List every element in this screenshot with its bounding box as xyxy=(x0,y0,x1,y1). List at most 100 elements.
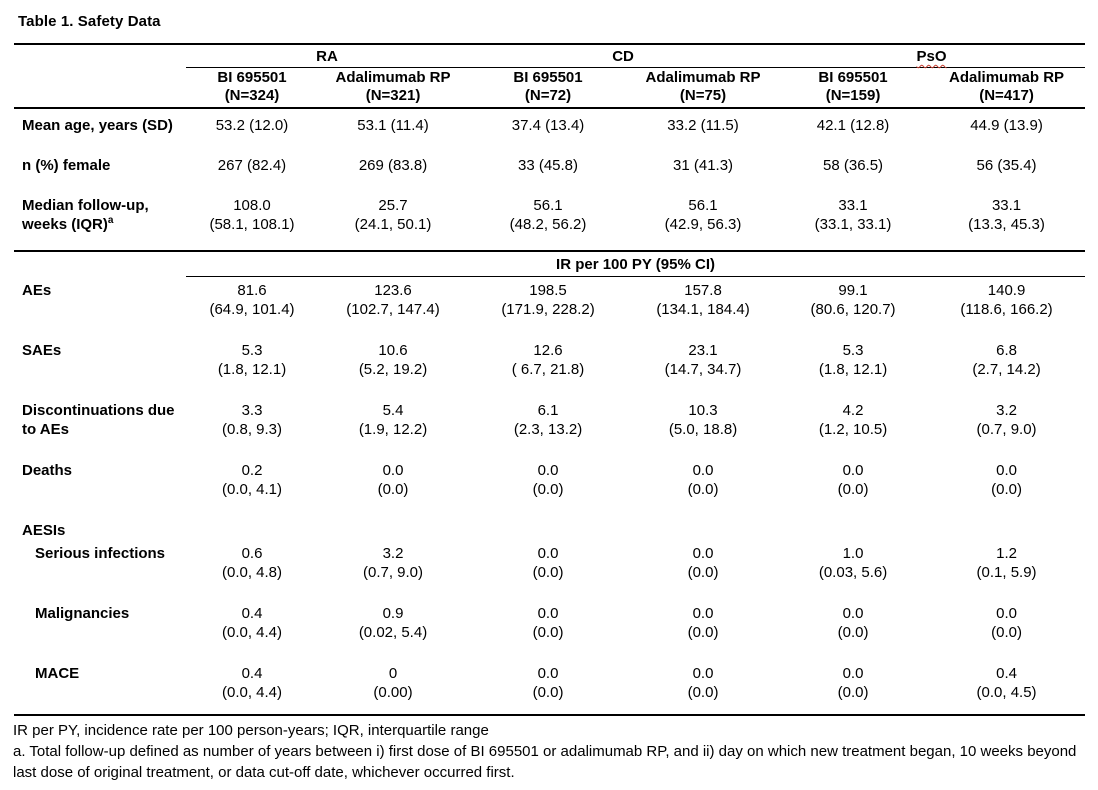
point-estimate: 44.9 (13.9) xyxy=(970,117,1043,134)
sample-size: (N=324) xyxy=(224,87,280,104)
value-cell: 123.6 (102.7, 147.4) xyxy=(318,277,468,338)
confidence-interval: (33.1, 33.1) xyxy=(814,216,892,233)
section-header: IR per 100 PY (95% CI) xyxy=(186,250,1086,277)
point-estimate: 99.1 xyxy=(838,282,868,299)
point-estimate: 33.2 (11.5) xyxy=(667,117,739,134)
point-estimate: 123.6 xyxy=(374,282,412,299)
point-estimate: 140.9 xyxy=(987,282,1026,299)
confidence-interval: (58.1, 108.1) xyxy=(209,216,295,233)
confidence-interval: (1.8, 12.1) xyxy=(818,361,888,378)
confidence-interval: (0.0) xyxy=(837,481,869,498)
group-label-ra: RA xyxy=(316,48,338,65)
confidence-interval: (0.0) xyxy=(837,624,869,641)
point-estimate: 0.6 xyxy=(241,545,263,562)
group-header-ra: RA xyxy=(186,43,469,68)
table-row-saes: SAEs 5.3 (1.8, 12.1) 10.6 (5.2, 19.2) 12.6 ( 6… xyxy=(14,337,1085,397)
table-title: Table 1. Safety Data xyxy=(18,13,161,30)
value-cell: 0.2 (0.0, 4.1) xyxy=(186,457,318,517)
point-estimate: 53.2 (12.0) xyxy=(215,117,289,134)
value-cell: 3.3 (0.8, 9.3) xyxy=(186,397,318,457)
point-estimate: 5.3 xyxy=(842,342,864,359)
column-header-ra-rp: Adalimumab RP (N=321) xyxy=(318,67,469,109)
row-label: n (%) female xyxy=(14,149,186,189)
row-label-text: AESIs xyxy=(22,522,66,539)
confidence-interval: (0.0) xyxy=(687,624,719,641)
value-cell: 0.4 (0.0, 4.5) xyxy=(928,660,1086,716)
group-header-pso: PsO xyxy=(778,43,1086,68)
corner-cell xyxy=(14,250,186,277)
point-estimate: 269 (83.8) xyxy=(358,157,428,174)
point-estimate: 3.2 xyxy=(382,545,404,562)
table-row-median-follow-up-weeks-iqr: Median follow-up, weeks (IQR)a 108.0 (58.1… xyxy=(14,189,1085,251)
value-cell: 0.0 (0.0) xyxy=(628,540,778,600)
value-cell: 25.7 (24.1, 50.1) xyxy=(318,189,468,251)
group-header-cd: CD xyxy=(468,43,779,68)
point-estimate: 0.0 xyxy=(996,462,1017,479)
point-estimate: 0.0 xyxy=(842,462,864,479)
table-row-n-female: n (%) female 267 (82.4) 269 (83.8) 33 (45.8… xyxy=(14,149,1085,189)
drug-name: BI 695501 xyxy=(818,69,888,86)
point-estimate: 10.3 xyxy=(688,402,718,419)
confidence-interval: (0.02, 5.4) xyxy=(358,624,428,641)
sample-size: (N=72) xyxy=(524,87,572,104)
point-estimate: 25.7 xyxy=(378,197,408,214)
confidence-interval: (0.0) xyxy=(991,624,1022,641)
row-label-text: n (%) female xyxy=(22,157,111,174)
value-cell: 33 (45.8) xyxy=(468,149,628,189)
value-cell: 0.0 (0.0) xyxy=(628,660,779,716)
group-label-pso: PsO xyxy=(916,48,947,65)
value-cell: 56.1 (48.2, 56.2) xyxy=(468,189,628,251)
value-cell: 37.4 (13.4) xyxy=(468,108,628,149)
confidence-interval: (0.0, 4.4) xyxy=(221,684,283,701)
confidence-interval: (0.0) xyxy=(532,624,564,641)
value-cell: 81.6 (64.9, 101.4) xyxy=(186,277,318,338)
demographics-section: Mean age, years (SD) 53.2 (12.0) 53.1 (11.… xyxy=(14,108,1085,251)
point-estimate: 4.2 xyxy=(842,402,864,419)
confidence-interval: (1.8, 12.1) xyxy=(217,361,287,378)
table-header: RA CD PsO BI 695501 (N=324) Adalimumab R… xyxy=(14,43,1086,109)
point-estimate: 5.3 xyxy=(241,342,263,359)
table-row-mean-age-years-sd: Mean age, years (SD) 53.2 (12.0) 53.1 (11.… xyxy=(14,108,1085,149)
table-row-deaths: Deaths 0.2 (0.0, 4.1) 0.0 (0.0) 0.0 (0.0) 0.0 (0… xyxy=(14,457,1085,517)
point-estimate: 0.0 xyxy=(692,545,714,562)
value-cell: 12.6 ( 6.7, 21.8) xyxy=(468,337,628,397)
value-cell: 31 (41.3) xyxy=(628,149,778,189)
row-label: Malignancies xyxy=(14,600,186,660)
footnote-a: a. Total follow-up defined as number of … xyxy=(13,743,1077,781)
value-cell: 0.0 (0.0) xyxy=(778,660,929,716)
confidence-interval: (0.0, 4.4) xyxy=(221,624,283,641)
column-header-row: BI 695501 (N=324) Adalimumab RP (N=321) … xyxy=(14,67,1086,109)
sample-size: (N=321) xyxy=(365,87,421,104)
confidence-interval: (0.0) xyxy=(837,684,869,701)
point-estimate: 6.8 xyxy=(996,342,1017,359)
value-cell: 53.2 (12.0) xyxy=(186,108,318,149)
row-label: Deaths xyxy=(14,457,186,517)
confidence-interval: (42.9, 56.3) xyxy=(664,216,742,233)
point-estimate: 3.2 xyxy=(996,402,1017,419)
confidence-interval: (0.00) xyxy=(373,684,413,701)
value-cell: 33.1 (13.3, 45.3) xyxy=(928,189,1085,251)
section-header-row: IR per 100 PY (95% CI) xyxy=(14,250,1086,277)
row-label: MACE xyxy=(14,660,186,716)
drug-name: BI 695501 xyxy=(513,69,583,86)
point-estimate: 0.0 xyxy=(692,605,714,622)
value-cell: 0.6 (0.0, 4.8) xyxy=(186,540,318,600)
row-label: Median follow-up, weeks (IQR)a xyxy=(14,189,186,251)
point-estimate: 0.0 xyxy=(692,665,714,682)
point-estimate: 3.3 xyxy=(241,402,263,419)
confidence-interval: (13.3, 45.3) xyxy=(968,216,1045,233)
table-row-aesis: AESIs xyxy=(14,517,1085,540)
point-estimate: 0.0 xyxy=(537,665,559,682)
point-estimate: 0.0 xyxy=(692,462,714,479)
confidence-interval: (1.2, 10.5) xyxy=(818,421,888,438)
confidence-interval: (0.7, 9.0) xyxy=(976,421,1037,438)
confidence-interval: (0.0) xyxy=(687,564,719,581)
point-estimate: 33.1 xyxy=(838,197,868,214)
confidence-interval: (64.9, 101.4) xyxy=(209,301,295,318)
sample-size: (N=75) xyxy=(679,87,727,104)
value-cell: 42.1 (12.8) xyxy=(778,108,928,149)
point-estimate: 33.1 xyxy=(991,197,1022,214)
value-cell: 0.0 (0.0) xyxy=(628,600,778,660)
confidence-interval: (14.7, 34.7) xyxy=(664,361,742,378)
table-row-mace: MACE 0.4 (0.0, 4.4) 0 (0.00) 0.0 (0.0) 0.0 (0.0)… xyxy=(14,660,1086,716)
